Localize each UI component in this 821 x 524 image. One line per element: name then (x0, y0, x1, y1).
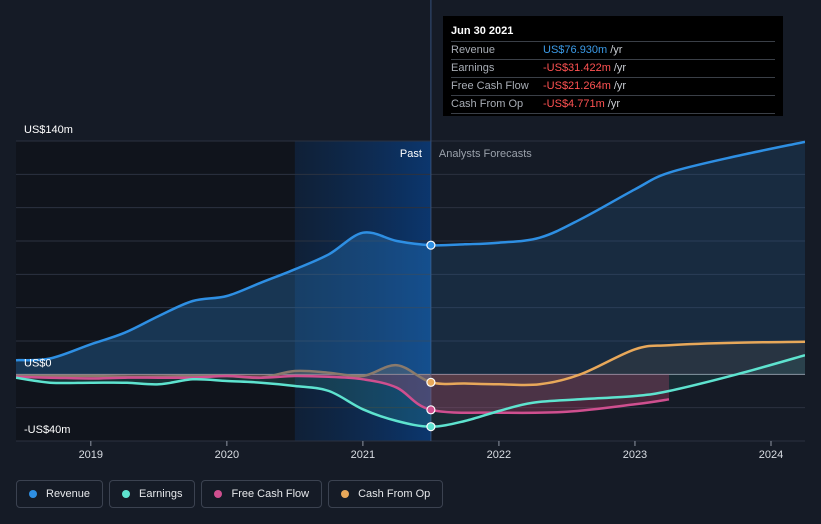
cash-from-op-marker (426, 377, 436, 387)
past-label: Past (400, 148, 422, 160)
revenue-line-past (16, 231, 431, 362)
legend-dot-icon (29, 490, 37, 498)
tooltip-row-unit: /yr (610, 44, 623, 56)
tooltip-row-revenue: Revenue US$76.930m /yr (451, 41, 775, 59)
revenue-marker (426, 240, 436, 250)
revenue-area-forecast (430, 141, 805, 375)
legend-dot-icon (341, 490, 350, 498)
data-tooltip: Jun 30 2021 Revenue US$76.930m /yr Earni… (443, 16, 783, 116)
highlight-region (294, 141, 431, 441)
earnings-area-forecast (430, 355, 805, 427)
legend-dot-icon (122, 490, 131, 498)
x-tick-label: 2020 (215, 449, 239, 461)
x-tick-label: 2019 (79, 449, 103, 461)
x-tick-label: 2024 (759, 449, 783, 461)
tooltip-row-unit: /yr (613, 80, 627, 92)
tooltip-row-label: Revenue (451, 44, 496, 56)
x-tick-label: 2023 (623, 449, 647, 461)
tooltip-row-label: Cash From Op (451, 98, 524, 110)
legend-item-earnings[interactable]: Earnings (109, 480, 196, 508)
earnings-area-past (16, 374, 431, 427)
chart-legend: Revenue Earnings Free Cash Flow Cash Fro… (16, 480, 444, 508)
cash-from-op-area-forecast (430, 341, 805, 386)
legend-item-revenue[interactable]: Revenue (16, 480, 104, 508)
tooltip-row-cash-from-op: Cash From Op -US$4.771m /yr (451, 95, 775, 114)
legend-dot-icon (214, 490, 223, 498)
revenue-area-past (16, 232, 431, 375)
legend-label: Earnings (139, 488, 183, 500)
y-tick-label: US$0 (24, 357, 52, 369)
y-tick-label: US$140m (24, 124, 73, 136)
legend-label: Cash From Op (358, 488, 431, 500)
free-cash-flow-marker (426, 405, 436, 415)
earnings-line-forecast (430, 353, 805, 428)
legend-label: Free Cash Flow (231, 488, 310, 500)
chart-grid (16, 0, 805, 442)
earnings-marker (426, 422, 436, 432)
tooltip-row-label: Free Cash Flow (451, 80, 529, 92)
tooltip-row-label: Earnings (451, 62, 495, 74)
tooltip-row-earnings: Earnings -US$31.422m /yr (451, 59, 775, 77)
chart-background (16, 141, 431, 441)
revenue-line-forecast (430, 140, 805, 247)
chart-markers (426, 240, 436, 432)
legend-item-cash-from-op[interactable]: Cash From Op (328, 480, 444, 508)
tooltip-row-value: -US$4.771m (543, 98, 605, 110)
tooltip-row-free-cash-flow: Free Cash Flow -US$21.264m /yr (451, 77, 775, 95)
tooltip-row-value: -US$21.264m (543, 80, 611, 92)
tooltip-date: Jun 30 2021 (451, 25, 514, 37)
forecast-label: Analysts Forecasts (439, 148, 532, 160)
legend-item-free-cash-flow[interactable]: Free Cash Flow (201, 480, 323, 508)
free-cash-flow-line-past (16, 374, 431, 412)
tooltip-row-value: US$76.930m (543, 44, 608, 56)
free-cash-flow-line-forecast (430, 398, 670, 415)
x-tick-label: 2021 (351, 449, 375, 461)
earnings-line-past (16, 376, 431, 428)
tooltip-row-unit: /yr (607, 98, 620, 110)
chart-labels: US$140m US$0 -US$40m 2019 2020 2021 2022 2023 20… (24, 124, 783, 461)
tooltip-row-value: -US$31.422m (543, 62, 611, 74)
y-tick-label: -US$40m (24, 424, 70, 436)
legend-label: Revenue (46, 488, 91, 500)
tooltip-row-unit: /yr (613, 62, 627, 74)
cash-from-op-line-forecast (430, 340, 805, 387)
x-tick-label: 2022 (487, 449, 511, 461)
chart-lines (16, 140, 805, 428)
